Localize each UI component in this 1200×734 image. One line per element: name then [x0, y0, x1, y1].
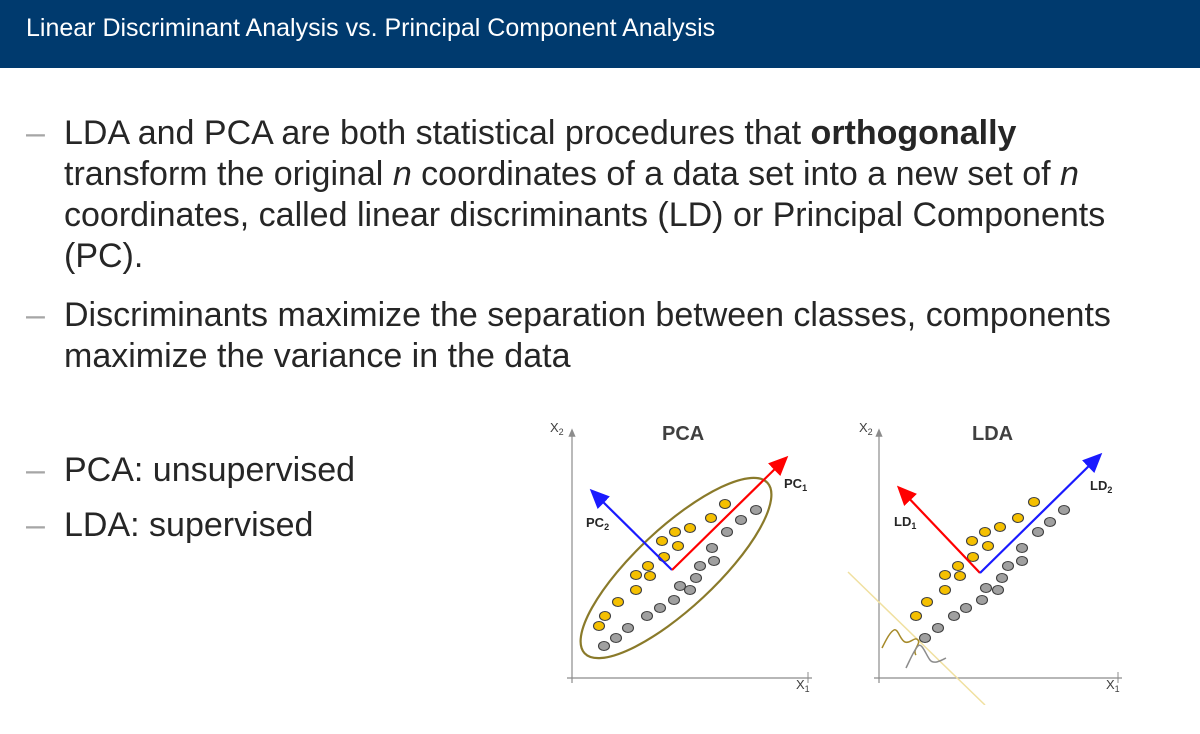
bullet-1-text-c: coordinates of a data set into a new set… [411, 155, 1061, 193]
lda-point-class-a [920, 596, 934, 608]
pca-point-class-a [641, 560, 655, 572]
lda-point-class-b [1015, 555, 1029, 567]
pca-panel: X2 X1 PCA PC2 PC1 [550, 420, 812, 694]
pca-point-class-a [668, 526, 682, 538]
pca-point-class-b [597, 640, 611, 652]
pc1-arrow [671, 455, 789, 571]
lda-point-class-a [965, 535, 979, 547]
bullet-1-n-1: n [392, 155, 412, 193]
bullet-1-line-3: coordinates, called linear discriminants… [64, 196, 1106, 234]
bullet-2-line-1: Discriminants maximize the separation be… [64, 296, 1111, 334]
lda-distribution-gray [905, 644, 947, 669]
pca-ellipse [579, 476, 773, 660]
lda-point-class-b [918, 632, 932, 644]
bullet-dash: – [26, 296, 45, 334]
lda-point-class-b [947, 610, 961, 622]
bullet-1-line-1: LDA and PCA are both statistical procedu… [64, 113, 1184, 154]
lda-point-class-b [1001, 560, 1015, 572]
bullet-1-bold: orthogonally [810, 114, 1017, 152]
pca-point-class-b [734, 514, 748, 526]
pca-point-class-b [667, 594, 681, 606]
bullet-1-text-b: transform the original [64, 155, 393, 193]
lda-point-class-b [1015, 542, 1029, 554]
pca-point-class-a [655, 535, 669, 547]
pca-point-class-b [705, 542, 719, 554]
lda-point-class-b [1057, 504, 1071, 516]
pc2-label: PC2 [586, 515, 609, 532]
lda-panel: X2 X1 LDA LD1 LD2 [847, 420, 1122, 705]
pca-point-class-b [673, 580, 687, 592]
bullet-dash: – [26, 506, 45, 544]
pca-point-class-a [718, 498, 732, 510]
pca-point-class-b [720, 526, 734, 538]
bullet-4-text: LDA: supervised [64, 506, 314, 544]
pca-points [592, 498, 763, 652]
pca-point-class-a [598, 610, 612, 622]
pca-point-class-b [707, 555, 721, 567]
lda-point-class-a [938, 569, 952, 581]
pca-point-class-a [683, 522, 697, 534]
bullet-1-line-2: transform the original n coordinates of … [64, 154, 1184, 195]
ld2-label: LD2 [1090, 478, 1112, 495]
pca-point-class-b [621, 622, 635, 634]
pca-point-class-b [653, 602, 667, 614]
pca-point-class-a [629, 569, 643, 581]
lda-point-class-a [981, 540, 995, 552]
bullet-2-line-2: maximize the variance in the data [64, 337, 571, 375]
header-bar: Linear Discriminant Analysis vs. Princip… [0, 0, 1200, 68]
lda-point-class-a [966, 551, 980, 563]
pca-point-class-b [683, 584, 697, 596]
bullet-1-text-a: LDA and PCA are both statistical procedu… [64, 114, 811, 152]
ld1-label: LD1 [894, 514, 916, 531]
pca-point-class-b [609, 632, 623, 644]
lda-point-class-a [993, 521, 1007, 533]
lda-point-class-b [959, 602, 973, 614]
lda-point-class-a [938, 584, 952, 596]
lda-x-label: X1 [1106, 677, 1120, 694]
pca-point-class-a [629, 584, 643, 596]
lda-y-label: X2 [859, 420, 873, 437]
ld1-arrow [896, 485, 981, 574]
pca-title: PCA [662, 423, 704, 445]
lda-point-class-a [1027, 496, 1041, 508]
lda-point-class-a [909, 610, 923, 622]
pca-point-class-b [689, 572, 703, 584]
pca-point-class-a [643, 570, 657, 582]
lda-point-class-b [995, 572, 1009, 584]
pca-point-class-b [693, 560, 707, 572]
lda-point-class-b [979, 582, 993, 594]
lda-point-class-b [991, 584, 1005, 596]
pca-y-label: X2 [550, 420, 564, 437]
bullet-3-text: PCA: unsupervised [64, 451, 356, 489]
pc2-arrow [589, 488, 673, 571]
lda-point-class-b [975, 594, 989, 606]
lda-point-class-a [1011, 512, 1025, 524]
pca-x-label: X1 [796, 677, 810, 694]
pc1-label: PC1 [784, 476, 807, 493]
ld2-arrow [979, 452, 1103, 574]
bullet-dash: – [26, 451, 45, 489]
bullet-1-line-4: (PC). [64, 237, 144, 275]
lda-point-class-a [951, 560, 965, 572]
lda-point-class-b [931, 622, 945, 634]
pca-lda-diagram: X2 X1 PCA PC2 PC1 X2 X1 LDA LD1 LD2 [550, 420, 1122, 705]
pca-point-class-a [592, 620, 606, 632]
lda-point-class-b [1043, 516, 1057, 528]
pca-point-class-b [640, 610, 654, 622]
pca-point-class-b [749, 504, 763, 516]
lda-points [909, 496, 1071, 644]
pca-point-class-a [611, 596, 625, 608]
lda-title: LDA [972, 423, 1013, 445]
lda-point-class-b [1031, 526, 1045, 538]
pca-point-class-a [671, 540, 685, 552]
lda-distribution-yellow [881, 629, 920, 656]
bullet-1-n-2: n [1060, 155, 1079, 193]
page-title: Linear Discriminant Analysis vs. Princip… [26, 14, 716, 42]
lda-point-class-a [978, 526, 992, 538]
bullet-dash: – [26, 114, 45, 152]
lda-point-class-a [953, 570, 967, 582]
pca-point-class-a [704, 512, 718, 524]
